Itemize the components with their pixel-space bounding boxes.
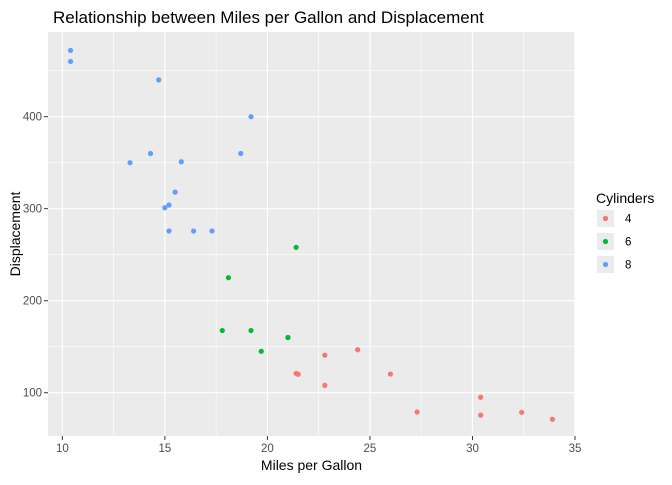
x-tick-label: 25 [364, 443, 377, 455]
data-point-cyl-4 [478, 394, 484, 400]
x-tick-label: 35 [569, 443, 582, 455]
data-point-cyl-6 [225, 275, 232, 281]
data-point-cyl-4 [549, 416, 556, 422]
y-axis-title: Displacement [7, 191, 23, 276]
y-tick-label: 100 [23, 388, 42, 400]
data-point-cyl-8 [166, 202, 172, 208]
y-tick-label: 200 [23, 296, 42, 308]
x-tick-label: 10 [56, 443, 69, 455]
data-point-cyl-8 [166, 228, 172, 234]
data-points [67, 47, 556, 422]
data-point-cyl-4 [322, 382, 328, 388]
data-point-cyl-4 [355, 347, 361, 353]
data-point-cyl-8 [127, 160, 133, 166]
legend-key-6 [602, 238, 609, 245]
legend-label-6: 6 [625, 237, 631, 249]
data-point-cyl-8 [178, 159, 184, 165]
data-point-cyl-6 [293, 244, 299, 250]
data-point-cyl-4 [519, 409, 525, 415]
data-point-cyl-6 [285, 334, 291, 341]
data-point-cyl-8 [209, 228, 215, 234]
data-point-cyl-8 [67, 47, 74, 54]
data-point-cyl-6 [219, 327, 225, 334]
minor-gridlines [48, 32, 575, 436]
y-axis-ticks: 100 200 300 400 [23, 112, 48, 400]
x-tick-label: 30 [466, 443, 479, 455]
data-point-cyl-8 [156, 77, 162, 83]
y-tick-label: 300 [23, 204, 42, 216]
x-tick-label: 15 [158, 443, 171, 455]
legend: Cylinders 4 6 8 [596, 190, 654, 273]
data-point-cyl-4 [293, 370, 299, 377]
legend-label-4: 4 [625, 214, 632, 226]
data-point-cyl-8 [248, 114, 254, 120]
legend-title: Cylinders [596, 190, 654, 206]
data-point-cyl-8 [238, 150, 244, 157]
legend-items: 4 6 8 [597, 210, 632, 273]
data-point-cyl-4 [387, 371, 394, 377]
chart-title: Relationship between Miles per Gallon an… [53, 8, 484, 27]
x-axis-ticks: 10 15 20 25 30 35 [56, 436, 581, 455]
x-tick-label: 20 [261, 443, 274, 455]
data-point-cyl-6 [258, 348, 264, 354]
legend-key-8 [602, 261, 609, 268]
data-point-cyl-4 [478, 412, 484, 418]
data-point-cyl-8 [147, 150, 154, 157]
data-point-cyl-4 [414, 409, 420, 415]
data-point-cyl-8 [172, 189, 178, 195]
legend-label-8: 8 [625, 260, 631, 272]
data-point-cyl-8 [67, 58, 74, 65]
data-point-cyl-6 [248, 327, 254, 334]
data-point-cyl-4 [322, 352, 328, 358]
major-gridlines [48, 32, 576, 436]
legend-key-4 [602, 215, 609, 222]
data-point-cyl-8 [190, 228, 197, 234]
x-axis-title: Miles per Gallon [261, 457, 362, 473]
y-tick-label: 400 [23, 112, 42, 124]
plot-panel [48, 32, 575, 436]
data-point-cyl-8 [162, 205, 168, 211]
